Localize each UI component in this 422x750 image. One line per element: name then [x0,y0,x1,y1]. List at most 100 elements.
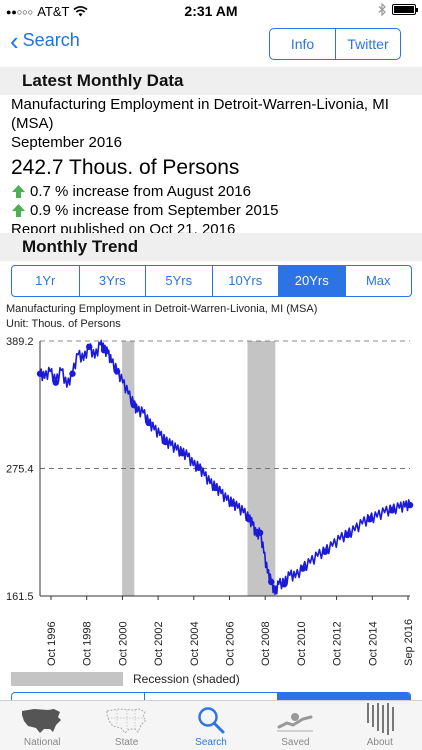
tab-saved[interactable]: Saved [253,701,337,750]
navigation-bar: ‹ Search Info Twitter [0,22,422,66]
data-point [245,516,253,523]
monthly-change: 0.7 % increase from August 2016 [11,182,416,201]
data-point [281,581,288,588]
data-point [229,500,236,507]
secondary-segment-middle[interactable] [144,693,277,704]
data-point [113,368,121,375]
tab-label: Saved [281,737,310,748]
chart-unit: Unit: Thous. of Persons [6,318,121,330]
yearly-change-text: 0.9 % increase from September 2015 [30,202,279,219]
up-arrow-icon [12,204,25,217]
tab-about[interactable]: About [338,701,422,750]
y-tick-label: 389.2 [6,336,34,348]
monthly-change-text: 0.7 % increase from August 2016 [30,183,251,200]
carrier-info: ●●○○○ AT&T [6,4,89,19]
search-icon [198,707,225,734]
line-chart: 389.2 275.4 161.5 Oct 1996 Oct 1998 Oct 2000 O… [6,336,415,666]
data-point [268,578,275,586]
data-point [162,438,169,446]
recession-band [247,341,276,596]
y-tick-label: 161.5 [6,591,34,603]
up-arrow-icon [12,185,25,198]
series-name: Manufacturing Employment in Detroit-Warr… [11,96,389,132]
carrier-label: AT&T [37,4,70,19]
signal-icon: ●●○○○ [6,6,34,17]
range-tab-5yrs[interactable]: 5Yrs [145,266,212,296]
secondary-segment [11,692,411,704]
tab-state[interactable]: State [84,701,168,750]
data-point [256,529,264,536]
tab-label: Search [195,737,227,748]
battery-icon [392,4,418,15]
info-twitter-segment: Info Twitter [269,28,401,60]
data-point [406,501,414,509]
data-point [344,531,351,539]
range-tab-20yrs[interactable]: 20Yrs [278,266,345,296]
tab-national[interactable]: National [0,701,84,750]
tab-label: About [366,737,393,748]
chart-legend: Recession (shaded) [11,672,240,686]
x-tick-label: Sep 2016 [403,619,415,666]
info-button[interactable]: Info [290,36,315,52]
status-right [378,3,418,16]
x-tick-label: Oct 2004 [189,621,201,666]
wifi-icon [73,6,89,17]
section-header-latest: Latest Monthly Data [0,67,422,95]
data-point [178,450,186,457]
status-bar: ●●○○○ AT&T 2:31 AM [0,0,422,22]
chart-header: Manufacturing Employment in Detroit-Warr… [6,302,317,332]
x-tick-label: Oct 2014 [367,621,379,666]
period: September 2016 [11,134,122,151]
data-point [366,516,373,523]
x-tick-label: Oct 2010 [296,621,308,666]
x-tick-label: Oct 1998 [82,621,94,666]
range-tab-10yrs[interactable]: 10Yrs [211,266,279,296]
secondary-segment-right[interactable] [277,693,410,704]
x-tick-label: Oct 2000 [117,621,129,666]
saved-icon [277,713,314,732]
tab-bar: National State Search Saved About [0,700,422,750]
data-point [299,565,307,572]
data-point [100,346,108,354]
yearly-change: 0.9 % increase from September 2015 [11,201,416,220]
range-tab-1yr[interactable]: 1Yr [35,273,56,288]
latest-value: 242.7 Thous. of Persons [11,156,240,179]
about-icon [366,703,394,735]
bluetooth-icon [378,3,386,16]
data-point [52,379,59,386]
data-point [321,548,329,555]
tab-search[interactable]: Search [169,701,253,750]
data-point [69,370,76,377]
x-tick-label: Oct 2006 [225,621,237,666]
data-point [36,370,44,377]
recession-swatch [11,672,123,686]
chart-title: Manufacturing Employment in Detroit-Warr… [6,303,318,315]
tab-label: State [114,737,139,748]
series-line [39,339,411,596]
section-header-trend: Monthly Trend [0,233,422,261]
data-point [212,484,219,492]
x-tick-label: Oct 1996 [46,621,58,666]
legend-label: Recession (shaded) [133,672,240,686]
x-tick-label: Oct 2012 [332,621,344,666]
x-tick-label: Oct 2008 [260,621,272,666]
state-map-icon [106,708,147,734]
chevron-left-icon: ‹ [10,25,19,56]
data-point [145,419,152,427]
back-label: Search [22,30,80,50]
data-point [195,464,203,471]
data-point [86,343,93,351]
back-button[interactable]: ‹ Search [10,25,80,56]
range-tab-3yrs[interactable]: 3Yrs [78,266,146,296]
range-selector: 1Yr 3Yrs 5Yrs 10Yrs 20Yrs Max [11,265,412,297]
twitter-button[interactable]: Twitter [335,29,400,59]
y-tick-label: 275.4 [6,463,34,475]
latest-data-panel: Manufacturing Employment in Detroit-Warr… [11,95,416,239]
range-tab-max[interactable]: Max [344,266,412,296]
usa-map-icon [22,709,62,733]
x-tick-label: Oct 2002 [153,621,165,666]
clock: 2:31 AM [184,3,238,19]
tab-label: National [23,737,61,748]
data-point [130,401,138,409]
data-point [388,507,396,514]
